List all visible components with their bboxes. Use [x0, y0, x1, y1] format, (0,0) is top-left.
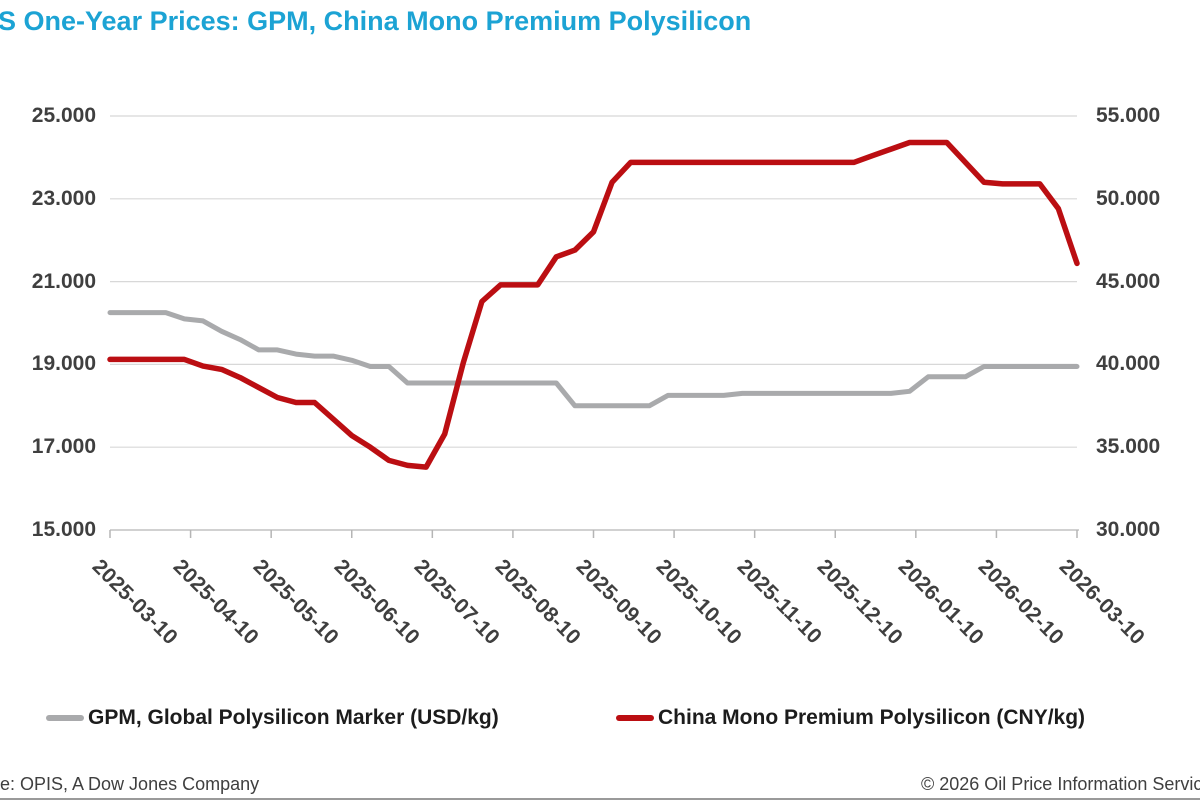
chart-title: S One-Year Prices: GPM, China Mono Premi… — [0, 6, 752, 36]
right-axis-tick-label: 40.000 — [1096, 352, 1161, 376]
x-axis-line-and-ticks — [109, 529, 1079, 538]
china-mono-legend-label: China Mono Premium Polysilicon (CNY/kg) — [658, 706, 1086, 729]
left-axis-tick-label: 17.000 — [31, 435, 96, 459]
source-attribution: e: OPIS, A Dow Jones Company — [0, 774, 260, 794]
data-series-lines — [107, 139, 1080, 470]
gpm-legend-label: GPM, Global Polysilicon Marker (USD/kg) — [88, 706, 499, 729]
gpm-line-swatch — [46, 715, 84, 721]
left-axis-tick-label: 19.000 — [31, 352, 96, 376]
left-axis-tick-label: 21.000 — [31, 269, 96, 293]
china-mono-cny-line — [107, 139, 1080, 470]
gridlines — [110, 115, 1077, 448]
china-mono-line-swatch — [616, 715, 654, 721]
left-axis-tick-label: 25.000 — [31, 104, 96, 127]
right-axis-tick-label: 50.000 — [1096, 186, 1161, 210]
right-axis-tick-label: 45.000 — [1096, 269, 1161, 293]
right-axis-tick-label: 30.000 — [1096, 518, 1161, 541]
left-axis-tick-label: 15.000 — [31, 518, 96, 541]
bottom-divider-line — [0, 798, 1200, 800]
right-axis-tick-label: 55.000 — [1096, 104, 1161, 127]
copyright-notice: © 2026 Oil Price Information Servic — [921, 774, 1200, 794]
right-axis-tick-label: 35.000 — [1096, 435, 1161, 459]
gpm-usd-line — [107, 310, 1080, 409]
left-axis-tick-label: 23.000 — [31, 186, 96, 210]
